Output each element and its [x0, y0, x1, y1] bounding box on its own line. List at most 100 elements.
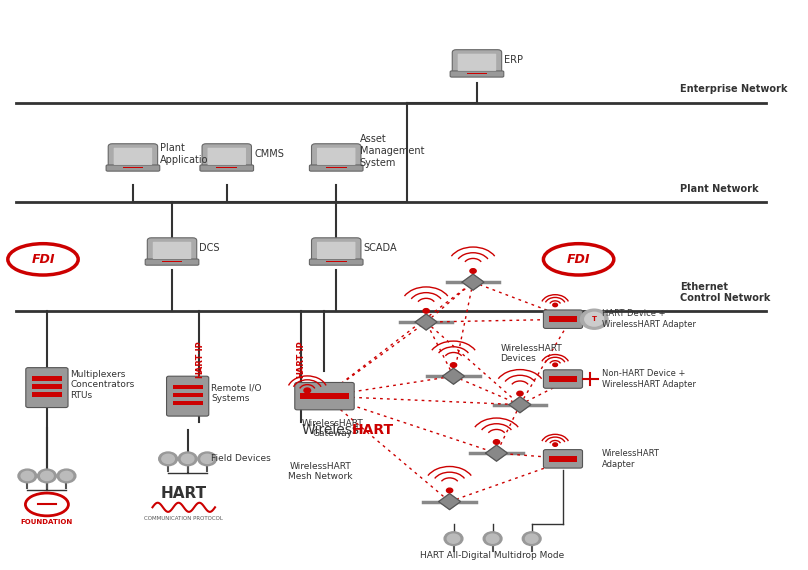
Bar: [466, 73, 487, 74]
FancyBboxPatch shape: [200, 165, 254, 171]
Bar: [32, 384, 61, 389]
Text: Non-HART Device +
WirelessHART Adapter: Non-HART Device + WirelessHART Adapter: [602, 369, 696, 389]
FancyBboxPatch shape: [114, 148, 152, 165]
Circle shape: [585, 312, 604, 326]
Text: Ethernet
Control Network: Ethernet Control Network: [680, 282, 771, 303]
Text: DCS: DCS: [200, 243, 220, 253]
FancyBboxPatch shape: [108, 144, 158, 169]
Text: Field Devices: Field Devices: [211, 454, 271, 463]
FancyBboxPatch shape: [147, 238, 196, 263]
FancyBboxPatch shape: [208, 148, 246, 165]
Circle shape: [57, 469, 76, 483]
Text: Remote I/O
Systems: Remote I/O Systems: [211, 384, 262, 403]
Text: SCADA: SCADA: [364, 243, 398, 253]
FancyBboxPatch shape: [145, 259, 199, 265]
Polygon shape: [439, 494, 461, 510]
FancyBboxPatch shape: [544, 450, 583, 468]
FancyBboxPatch shape: [153, 242, 191, 259]
Bar: [123, 167, 143, 168]
Bar: [326, 167, 347, 168]
Bar: [549, 456, 577, 462]
Text: WirelessHART
Gateway: WirelessHART Gateway: [301, 419, 363, 438]
Text: Enterprise Network: Enterprise Network: [680, 84, 788, 94]
FancyBboxPatch shape: [317, 148, 356, 165]
Bar: [549, 376, 577, 382]
Polygon shape: [443, 368, 465, 384]
FancyBboxPatch shape: [544, 370, 583, 388]
Circle shape: [198, 452, 217, 466]
Bar: [301, 393, 349, 399]
FancyBboxPatch shape: [309, 165, 363, 171]
Bar: [326, 261, 347, 262]
Circle shape: [182, 454, 194, 463]
Circle shape: [522, 532, 541, 545]
Bar: [32, 376, 61, 381]
Circle shape: [450, 363, 457, 367]
Polygon shape: [486, 445, 507, 461]
Bar: [173, 385, 203, 389]
FancyBboxPatch shape: [202, 144, 251, 169]
Text: FDI: FDI: [567, 253, 591, 266]
FancyBboxPatch shape: [544, 310, 583, 328]
Text: T: T: [591, 316, 597, 322]
Circle shape: [304, 388, 310, 393]
Text: ERP: ERP: [504, 55, 524, 65]
Bar: [173, 393, 203, 397]
Circle shape: [179, 452, 197, 466]
Circle shape: [470, 268, 476, 273]
Bar: [162, 261, 183, 262]
Text: FOUNDATION: FOUNDATION: [21, 519, 73, 524]
Polygon shape: [415, 314, 437, 330]
Bar: [549, 316, 577, 322]
FancyBboxPatch shape: [106, 165, 160, 171]
Circle shape: [553, 303, 558, 307]
FancyBboxPatch shape: [452, 50, 502, 75]
Text: Asset
Management
System: Asset Management System: [360, 135, 424, 168]
Circle shape: [447, 488, 452, 492]
FancyBboxPatch shape: [450, 71, 503, 77]
Circle shape: [525, 534, 538, 543]
Text: Plant Network: Plant Network: [680, 184, 759, 194]
Circle shape: [37, 469, 57, 483]
Text: Wireless: Wireless: [301, 424, 359, 437]
Circle shape: [423, 308, 429, 313]
Text: HART·IP: HART·IP: [195, 340, 204, 378]
Text: WirelessHART
Devices: WirelessHART Devices: [500, 344, 562, 363]
Circle shape: [486, 534, 499, 543]
FancyBboxPatch shape: [309, 259, 363, 265]
Bar: [32, 392, 61, 397]
FancyBboxPatch shape: [317, 242, 356, 259]
Bar: [173, 401, 203, 405]
Circle shape: [553, 363, 558, 367]
Text: HART Device +
WirelessHART Adapter: HART Device + WirelessHART Adapter: [602, 310, 696, 329]
Circle shape: [580, 309, 608, 329]
FancyBboxPatch shape: [312, 144, 361, 169]
Circle shape: [162, 454, 175, 463]
Bar: [217, 167, 238, 168]
Text: FDI: FDI: [32, 253, 55, 266]
Text: Plant
Applications: Plant Applications: [160, 143, 220, 165]
Circle shape: [444, 532, 463, 545]
Polygon shape: [509, 397, 531, 413]
Circle shape: [517, 391, 523, 396]
Text: HART: HART: [351, 424, 394, 437]
Text: Multiplexers
Concentrators
RTUs: Multiplexers Concentrators RTUs: [70, 370, 135, 400]
Text: CMMS: CMMS: [255, 149, 284, 159]
Polygon shape: [462, 274, 484, 290]
Circle shape: [61, 471, 73, 481]
Circle shape: [494, 439, 499, 444]
Circle shape: [21, 471, 34, 481]
Circle shape: [40, 471, 53, 481]
FancyBboxPatch shape: [295, 382, 354, 410]
Circle shape: [18, 469, 36, 483]
FancyBboxPatch shape: [166, 376, 208, 416]
Circle shape: [483, 532, 502, 545]
Circle shape: [158, 452, 178, 466]
Text: WirelessHART
Adapter: WirelessHART Adapter: [602, 449, 660, 469]
Text: HART: HART: [161, 486, 207, 500]
Circle shape: [201, 454, 213, 463]
Text: WirelessHART
Mesh Network: WirelessHART Mesh Network: [288, 462, 353, 481]
FancyBboxPatch shape: [26, 368, 68, 408]
Text: HART All-Digital Multidrop Mode: HART All-Digital Multidrop Mode: [420, 551, 565, 560]
FancyBboxPatch shape: [312, 238, 361, 263]
